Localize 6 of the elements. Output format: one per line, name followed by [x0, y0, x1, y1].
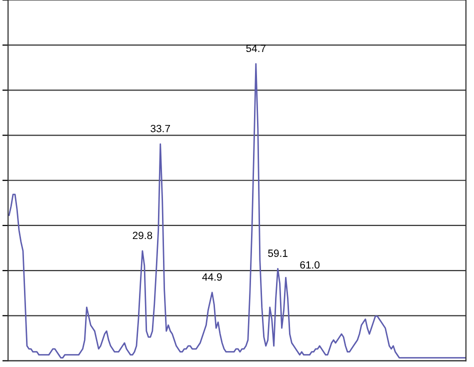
annotation: 33.7 — [150, 124, 170, 132]
annotation: 29.8 — [132, 232, 152, 240]
annotation: 61.0 — [300, 261, 320, 269]
annotation: 59.1 — [268, 250, 288, 257]
text: 54.7 — [246, 44, 266, 52]
annotation: 44.9 — [202, 273, 222, 281]
